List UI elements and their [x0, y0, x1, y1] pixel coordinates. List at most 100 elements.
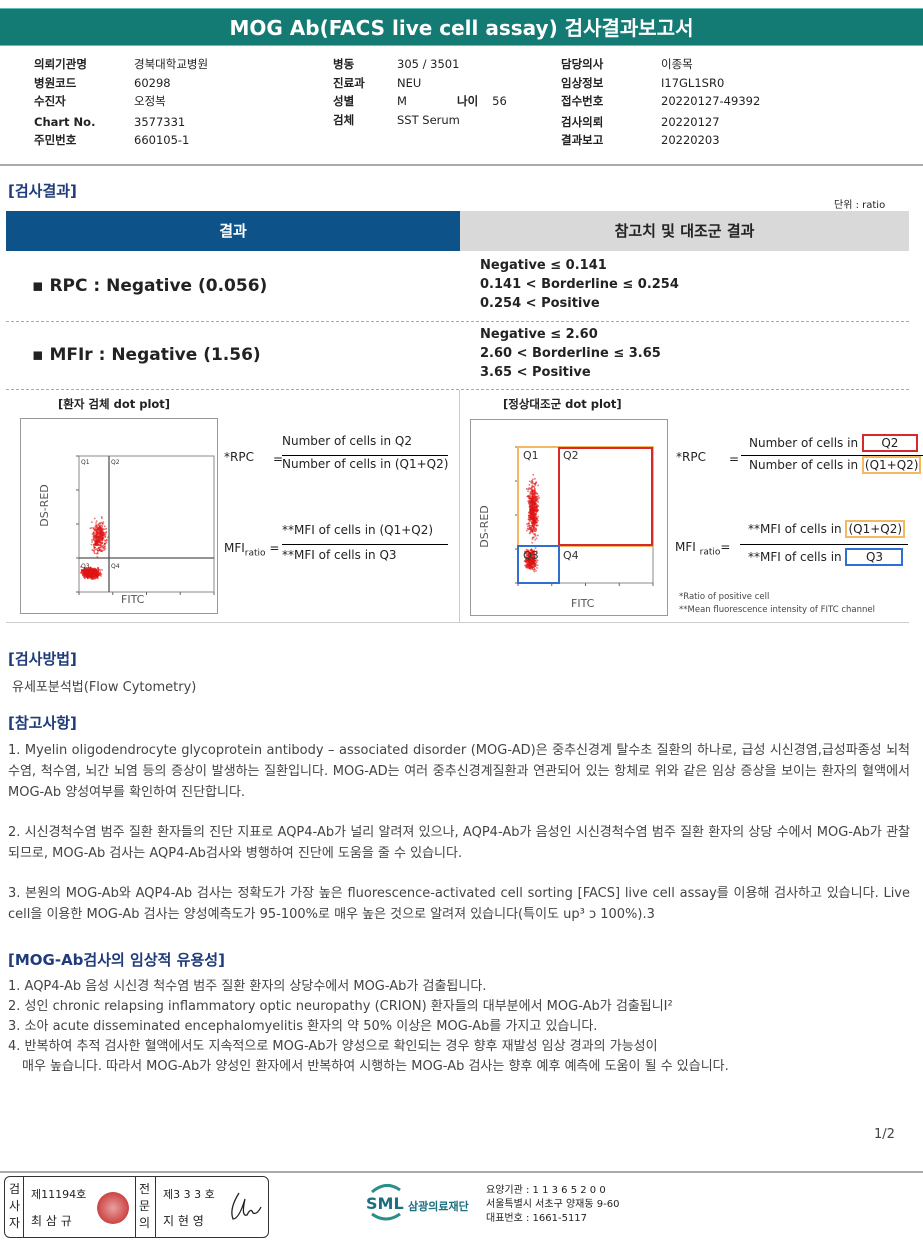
cell-dot: [533, 510, 535, 513]
mfi-text: MFI: [224, 541, 245, 555]
cell-dot: [524, 551, 527, 554]
info-row: 성별 M: [333, 92, 460, 111]
ref-line: 3.65 < Positive: [480, 365, 591, 380]
cell-dot: [531, 478, 534, 481]
control-scatter: Q1 Q2 Q3 Q4: [515, 446, 654, 586]
info-row: 진료과 NEU: [333, 74, 460, 93]
cell-dot: [536, 559, 539, 562]
cell-dot: [93, 546, 96, 549]
cell-dot: [534, 489, 536, 492]
cell-dot: [534, 530, 537, 533]
cell-dot: [82, 571, 84, 574]
cell-dot: [528, 558, 531, 561]
cell-dot: [101, 529, 103, 532]
quadrant-label: Q1: [523, 449, 539, 462]
patient-scatter: Q1 Q2 Q3 Q4: [76, 455, 215, 595]
cell-dot: [91, 541, 93, 543]
cell-dot: [100, 542, 102, 545]
cell-dot: [531, 484, 534, 487]
cell-dot: [535, 550, 538, 553]
cell-dot: [531, 564, 533, 567]
cell-dot: [98, 522, 101, 525]
quadrant-label: Q4: [563, 549, 579, 562]
org-code: 요양기관 : 1 1 3 6 5 2 0 0: [486, 1185, 606, 1196]
info-row: 검사의뢰 20220127: [561, 113, 760, 132]
cell-dot: [533, 504, 536, 507]
cell-dot: [528, 551, 530, 554]
cell-dot: [96, 532, 98, 534]
cell-dot: [533, 552, 536, 555]
cell-dot: [533, 495, 536, 498]
cell-dot: [84, 572, 87, 574]
divider: [23, 1177, 24, 1237]
cell-dot: [95, 577, 98, 579]
info-row: 임상정보 I17GL1SR0: [561, 74, 760, 93]
cell-dot: [92, 531, 95, 534]
cell-dot: [535, 527, 537, 530]
age-value: 56: [492, 94, 507, 108]
org-address: 서울특별시 서초구 양재동 9-60: [486, 1199, 620, 1210]
cell-dot: [96, 577, 99, 580]
cell-dot: [92, 535, 95, 537]
cell-dot: [531, 498, 534, 501]
cell-dot: [534, 539, 536, 541]
cell-dot: [534, 484, 537, 487]
cell-dot: [95, 520, 98, 523]
cell-dot: [532, 536, 535, 539]
info-row: Chart No. 3577331: [34, 113, 208, 132]
control-dot-plot: Q1 Q2 Q3 Q4 DS-RED FITC: [470, 419, 668, 616]
cell-dot: [97, 535, 99, 538]
cell-dot: [99, 531, 102, 534]
control-plot-title: [정상대조군 dot plot]: [503, 397, 622, 411]
cell-dot: [103, 525, 106, 528]
cell-dot: [533, 500, 536, 503]
cell-dot: [525, 529, 528, 532]
cell-dot: [536, 497, 539, 500]
cell-dot: [96, 574, 99, 577]
patient-dot-plot: Q1 Q2 Q3 Q4 DS-RED FITC: [20, 418, 218, 614]
info-value: 오정복: [134, 94, 166, 108]
divider: [0, 1171, 923, 1173]
info-value: 20220127: [661, 114, 720, 129]
cell-dot: [98, 525, 101, 527]
mfi-numerator: **MFI of cells in (Q1+Q2): [748, 520, 906, 538]
mfi-label: MFI ratio=: [675, 540, 730, 557]
examiner-number: 제11194호: [31, 1188, 87, 1201]
info-label: 의뢰기관명: [34, 57, 87, 71]
cell-dot: [529, 559, 532, 562]
cell-dot: [101, 517, 103, 520]
cell-dot: [526, 527, 529, 530]
cell-dot: [90, 569, 93, 571]
mfi-denominator: **MFI of cells in Q3: [282, 548, 397, 562]
logo-text: SML: [366, 1194, 404, 1213]
equals: =: [720, 540, 731, 554]
info-row: 검체 SST Serum: [333, 111, 460, 130]
divider: [6, 622, 909, 623]
cell-dot: [532, 482, 535, 485]
cell-dot: [91, 549, 94, 551]
cell-dot: [526, 561, 529, 564]
cell-dot: [93, 517, 96, 520]
cell-dot: [535, 516, 538, 519]
mfi-numerator: **MFI of cells in (Q1+Q2): [282, 523, 434, 537]
info-row: 담당의사 이종목: [561, 55, 760, 74]
report-title: MOG Ab(FACS live cell assay) 검사결과보고서: [0, 8, 923, 46]
cell-dot: [93, 549, 96, 552]
q1q2-box: (Q1+Q2): [845, 520, 906, 538]
numerator-text: **MFI of cells in: [748, 522, 842, 536]
cell-dot: [89, 527, 92, 530]
cell-dot: [97, 527, 100, 530]
cell-dot: [534, 563, 537, 566]
cell-dot: [98, 574, 101, 576]
cell-dot: [529, 507, 532, 509]
cell-dot: [528, 527, 530, 530]
cell-dot: [525, 488, 528, 490]
cell-dot: [528, 500, 531, 503]
cell-dot: [93, 552, 96, 555]
cell-dot: [94, 537, 97, 539]
cell-dot: [527, 488, 530, 490]
ref-line: Negative ≤ 2.60: [480, 327, 598, 342]
age-label: 나이: [457, 94, 479, 108]
cell-dot: [535, 507, 537, 510]
cell-dot: [81, 574, 84, 577]
